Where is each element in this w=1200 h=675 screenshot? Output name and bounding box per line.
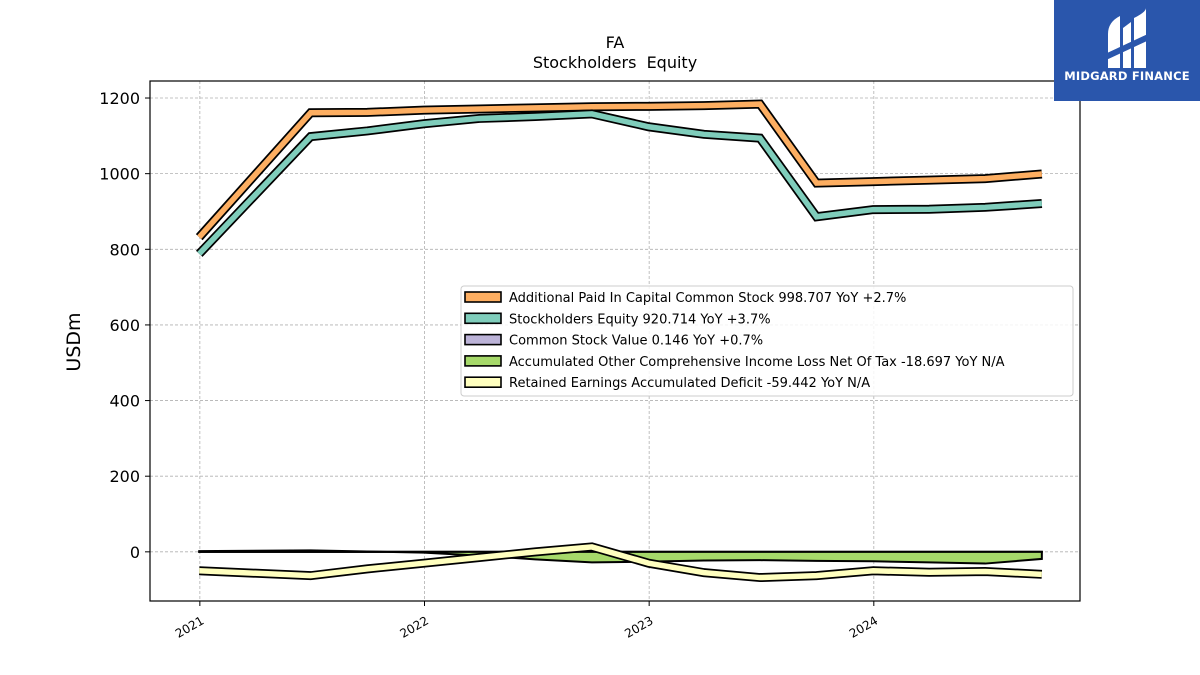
grid: [150, 81, 1080, 601]
legend-swatch: [464, 355, 502, 367]
legend-box: [460, 285, 1074, 397]
midgard-finance-logo-icon: [1103, 8, 1151, 68]
x-axis-ticks: 2021 2022 2023 2024: [173, 601, 880, 641]
y-tick-label: 400: [109, 392, 140, 411]
legend-entry: Stockholders Equity 920.714 YoY +3.7%: [509, 312, 771, 327]
x-tick-label: 2023: [622, 613, 655, 640]
legend: Additional Paid In Capital Common Stock …: [460, 285, 1074, 397]
y-tick-label: 800: [109, 240, 140, 259]
plot-frame: [149, 80, 1081, 602]
x-tick-label: 2022: [398, 613, 431, 640]
y-tick-label: 1000: [99, 165, 140, 184]
y-tick-label: 600: [109, 316, 140, 335]
legend-swatch: [464, 376, 502, 389]
midgard-finance-logo: MIDGARD FINANCE: [1054, 0, 1200, 101]
y-tick-label: 1200: [99, 89, 140, 108]
legend-swatch: [464, 333, 502, 346]
y-tick-label: 0: [130, 543, 140, 562]
chart-title: FA: [606, 33, 625, 52]
legend-entry: Common Stock Value 0.146 YoY +0.7%: [509, 334, 763, 349]
line-layer: [195, 99, 1043, 583]
legend-entry: Additional Paid In Capital Common Stock …: [509, 291, 906, 306]
y-tick-label: 200: [109, 467, 140, 486]
x-tick-label: 2024: [847, 613, 880, 640]
y-axis-label: USDm: [63, 312, 85, 371]
legend-entry: Accumulated Other Comprehensive Income L…: [509, 355, 1005, 370]
legend-swatch: [464, 291, 502, 303]
legend-entry: Retained Earnings Accumulated Deficit -5…: [509, 376, 870, 391]
chart-subtitle: Stockholders Equity: [533, 53, 697, 72]
legend-swatch: [464, 312, 502, 325]
y-axis-ticks: 0 200 400 600 800 1000 1200: [99, 89, 150, 562]
logo-text: MIDGARD FINANCE: [1064, 69, 1190, 83]
x-tick-label: 2021: [173, 613, 206, 640]
